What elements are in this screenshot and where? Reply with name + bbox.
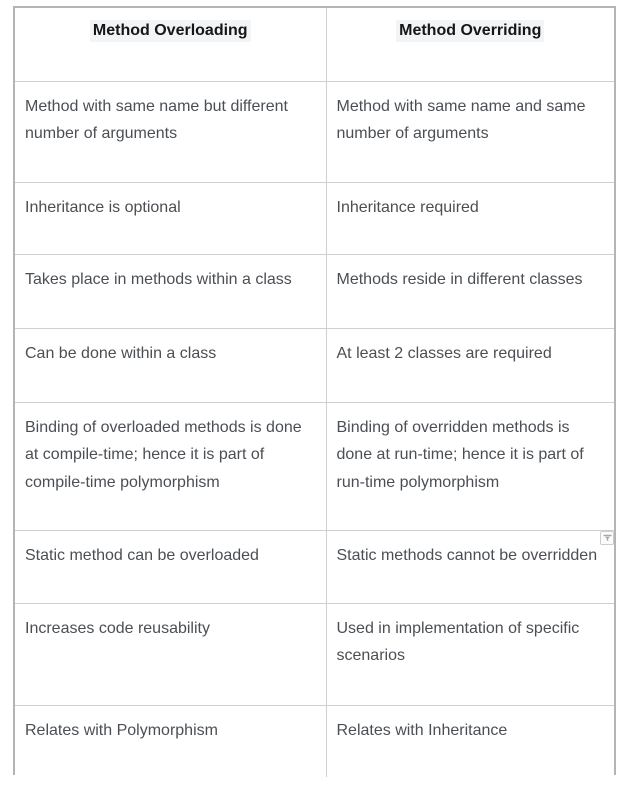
table-cell: Inheritance is optional [15, 182, 327, 255]
table-cell: Relates with Polymorphism [15, 705, 327, 777]
table-cell: Static methods cannot be overridden [326, 530, 614, 604]
table-cell: Static method can be overloaded [15, 530, 327, 604]
table-cell: Methods reside in different classes [326, 254, 614, 329]
table-cell: Method with same name but different numb… [15, 81, 327, 183]
table-cell: Inheritance required [326, 182, 614, 255]
table-row: Takes place in methods within a class Me… [15, 254, 614, 329]
table-row: Inheritance is optional Inheritance requ… [15, 182, 614, 255]
table-cell: At least 2 classes are required [326, 328, 614, 403]
table-cell: Relates with Inheritance [326, 705, 614, 777]
table-widget-button[interactable] [600, 531, 614, 545]
column-header-method-overriding: Method Overriding [326, 8, 614, 82]
comparison-table: Method Overloading Method Overriding Met… [13, 6, 616, 777]
table-cell: Increases code reusability [15, 603, 327, 706]
table-row: Relates with Polymorphism Relates with I… [15, 705, 614, 777]
header-label: Method Overriding [396, 20, 545, 42]
filter-dropdown-icon [603, 534, 612, 542]
table-row: Increases code reusability Used in imple… [15, 603, 614, 706]
table-row: Static method can be overloaded Static m… [15, 530, 614, 604]
table-cell: Used in implementation of specific scena… [326, 603, 614, 706]
column-header-method-overloading: Method Overloading [15, 8, 327, 82]
table-cell: Method with same name and same number of… [326, 81, 614, 183]
table-cell: Binding of overloaded methods is done at… [15, 402, 327, 531]
table-cell: Can be done within a class [15, 328, 327, 403]
table-row: Can be done within a class At least 2 cl… [15, 328, 614, 403]
header-label: Method Overloading [89, 20, 251, 42]
table-cell: Binding of overridden methods is done at… [326, 402, 614, 531]
overloading-vs-overriding-table: Method Overloading Method Overriding Met… [15, 8, 614, 777]
table-row: Method with same name but different numb… [15, 81, 614, 183]
table-cell: Takes place in methods within a class [15, 254, 327, 329]
table-row: Binding of overloaded methods is done at… [15, 402, 614, 531]
table-header-row: Method Overloading Method Overriding [15, 8, 614, 82]
